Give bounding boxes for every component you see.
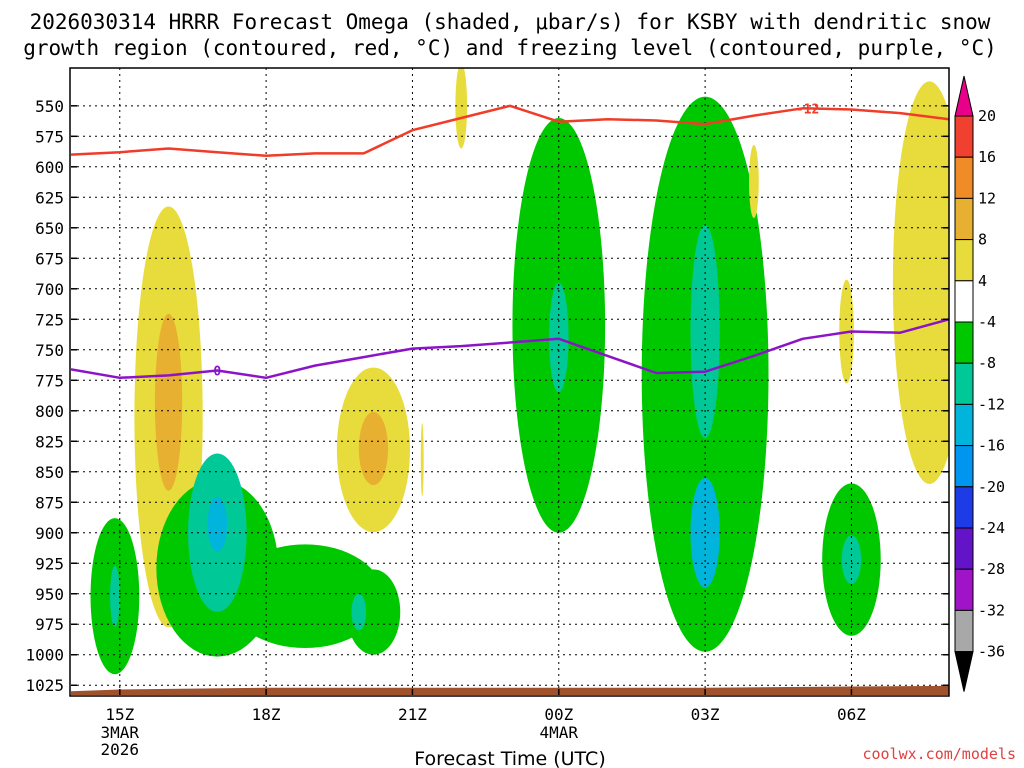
- x-tick-date: 4MAR: [540, 723, 579, 742]
- omega-region-21: [749, 144, 759, 219]
- y-tick-label: 975: [35, 615, 64, 634]
- y-tick-label: 825: [35, 432, 64, 451]
- x-axis-title: Forecast Time (UTC): [414, 748, 605, 768]
- colorbar-label: 8: [978, 231, 987, 249]
- omega-region-9: [351, 593, 367, 631]
- y-tick-label: 575: [35, 127, 64, 146]
- colorbar-label: -24: [978, 519, 1005, 537]
- colorbar-top-arrow: [954, 75, 974, 117]
- x-tick-label: 00Z: [544, 705, 573, 724]
- colorbar-label: -20: [978, 478, 1005, 496]
- y-tick-label: 625: [35, 188, 64, 207]
- x-tick-label: 03Z: [691, 705, 720, 724]
- y-axis: 550 575 600 625 650 675 700 725 750 775 800 825 850 8…: [25, 97, 949, 695]
- colorbar-segment: [954, 239, 974, 282]
- omega-region-16: [690, 477, 720, 588]
- omega-region-5: [227, 544, 384, 649]
- colorbar-segment: [954, 403, 974, 447]
- omega-region-11: [358, 411, 389, 486]
- y-tick-label: 600: [35, 158, 64, 177]
- y-tick-label: 950: [35, 585, 64, 604]
- y-tick-label: 800: [35, 402, 64, 421]
- y-tick-label: 1025: [25, 676, 64, 695]
- y-tick-label: 675: [35, 249, 64, 268]
- colorbar-label: -36: [978, 643, 1005, 661]
- title-line-1: 2026030314 HRRR Forecast Omega (shaded, …: [30, 10, 991, 34]
- dendritic-contour: [71, 104, 949, 158]
- x-tick-date: 3MAR: [101, 723, 140, 742]
- x-tick-label: 18Z: [252, 705, 281, 724]
- omega-shading: [90, 68, 949, 675]
- colorbar-label: -8: [978, 354, 996, 372]
- colorbar-segment: [954, 362, 974, 405]
- colorbar-segment: [954, 486, 974, 529]
- colorbar-bottom-arrow: [954, 651, 974, 692]
- colorbar-segment: [954, 527, 974, 570]
- colorbar-label: -16: [978, 437, 1005, 455]
- colorbar-segment: [954, 568, 974, 611]
- y-tick-label: 850: [35, 463, 64, 482]
- y-tick-label: 650: [35, 219, 64, 238]
- omega-region-22: [455, 68, 468, 149]
- omega-region-8: [346, 569, 401, 655]
- omega-region-18: [841, 535, 862, 584]
- colorbar-segment: [954, 445, 974, 488]
- freezing-contour-label: 0: [213, 365, 221, 380]
- colorbar-segment: [954, 156, 974, 199]
- x-tick-year: 2026: [101, 740, 140, 759]
- colorbar-segment: [954, 280, 974, 323]
- y-tick-label: 550: [35, 97, 64, 116]
- omega-region-7: [207, 496, 228, 552]
- omega-region-23: [420, 422, 424, 497]
- terrain-fill: [71, 685, 949, 695]
- colorbar-label: 20: [978, 107, 996, 125]
- y-tick-label: 875: [35, 493, 64, 512]
- plot-frame: [69, 67, 950, 697]
- x-tick-label: 15Z: [105, 705, 134, 724]
- y-tick-label: 925: [35, 554, 64, 573]
- colorbar-label: -32: [978, 601, 1005, 619]
- y-tick-label: 700: [35, 280, 64, 299]
- x-tick-label: 06Z: [837, 705, 866, 724]
- chart-title: 2026030314 HRRR Forecast Omega (shaded, …: [23, 10, 997, 60]
- dendritic-contour-label: -12: [796, 102, 819, 117]
- x-tick-label: 21Z: [398, 705, 427, 724]
- colorbar-label: -12: [978, 395, 1005, 413]
- colorbar-label: 16: [978, 148, 996, 166]
- omega-region-1: [110, 565, 120, 627]
- terrain-strip: [71, 685, 949, 695]
- colorbar-label: -28: [978, 560, 1005, 578]
- colorbar-segment: [954, 115, 974, 158]
- title-line-2: growth region (contoured, red, °C) and f…: [23, 36, 997, 60]
- omega-region-15: [690, 224, 720, 439]
- credit-text: coolwx.com/models: [862, 745, 1016, 763]
- colorbar-label: 12: [978, 189, 996, 207]
- colorbar-segment: [954, 321, 974, 364]
- omega-region-19: [892, 81, 949, 484]
- freezing-contour: [71, 318, 949, 380]
- y-tick-label: 725: [35, 310, 64, 329]
- y-tick-label: 775: [35, 371, 64, 390]
- colorbar-label: -4: [978, 313, 996, 331]
- y-tick-label: 900: [35, 524, 64, 543]
- colorbar-segment: [954, 197, 974, 241]
- colorbar: 20 16 12 8 4 -4 -8 -12 -16 -20 -24 -28 -32 -36: [954, 75, 1005, 692]
- contour-lines: -12 0: [71, 102, 949, 380]
- colorbar-segment: [954, 609, 974, 653]
- omega-region-3: [154, 313, 183, 491]
- y-tick-label: 1000: [25, 646, 64, 665]
- colorbar-label: 4: [978, 272, 987, 290]
- y-tick-label: 750: [35, 341, 64, 360]
